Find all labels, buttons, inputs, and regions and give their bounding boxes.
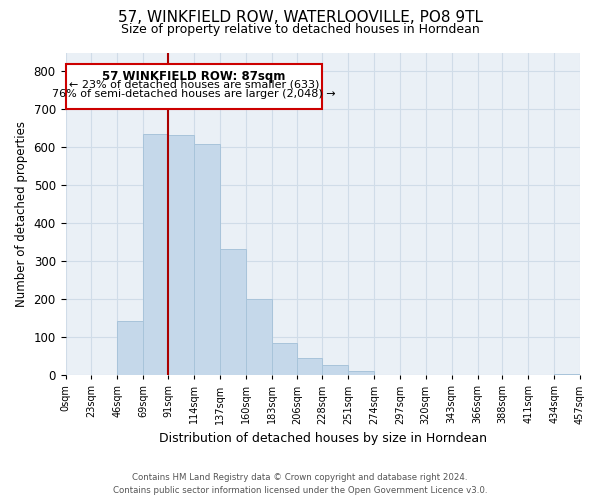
- Text: 57, WINKFIELD ROW, WATERLOOVILLE, PO8 9TL: 57, WINKFIELD ROW, WATERLOOVILLE, PO8 9T…: [118, 10, 482, 25]
- Bar: [194, 144, 220, 376]
- Bar: [245, 300, 272, 376]
- Text: ← 23% of detached houses are smaller (633): ← 23% of detached houses are smaller (63…: [68, 79, 319, 89]
- X-axis label: Distribution of detached houses by size in Horndean: Distribution of detached houses by size …: [159, 432, 487, 445]
- Bar: [168, 136, 194, 376]
- Bar: [298, 358, 322, 376]
- Bar: [272, 344, 298, 376]
- Text: Size of property relative to detached houses in Horndean: Size of property relative to detached ho…: [121, 22, 479, 36]
- Text: 57 WINKFIELD ROW: 87sqm: 57 WINKFIELD ROW: 87sqm: [102, 70, 286, 82]
- Text: 76% of semi-detached houses are larger (2,048) →: 76% of semi-detached houses are larger (…: [52, 88, 335, 99]
- Text: Contains HM Land Registry data © Crown copyright and database right 2024.
Contai: Contains HM Land Registry data © Crown c…: [113, 474, 487, 495]
- Bar: [322, 365, 348, 376]
- Y-axis label: Number of detached properties: Number of detached properties: [15, 121, 28, 307]
- Bar: [65, 374, 91, 376]
- Bar: [143, 134, 168, 376]
- Bar: [220, 249, 245, 376]
- Bar: [118, 321, 143, 376]
- Bar: [348, 371, 374, 376]
- FancyBboxPatch shape: [65, 64, 322, 110]
- Bar: [554, 374, 580, 376]
